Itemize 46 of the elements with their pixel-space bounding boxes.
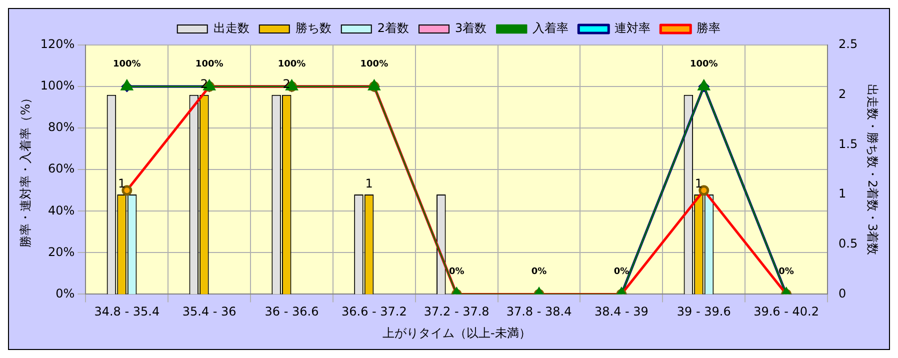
y-tick-label: 100%	[40, 78, 75, 93]
data-label: 0%	[448, 267, 464, 278]
y-tick-label: 120%	[40, 37, 75, 52]
data-label: 100%	[360, 59, 388, 70]
data-label: 2	[200, 76, 208, 91]
y2-tick-label: 2.5	[838, 37, 858, 52]
data-label: 100%	[690, 59, 718, 70]
x-tick-label: 39 - 39.6	[676, 304, 731, 319]
data-label: 0%	[614, 267, 630, 278]
y2-tick-label: 1	[838, 186, 846, 201]
x-tick-label: 37.2 - 37.8	[424, 304, 490, 319]
data-label: 100%	[113, 59, 141, 70]
x-axis-title: 上がりタイム（以上-未満）	[382, 326, 531, 340]
x-tick-label: 34.8 - 35.4	[94, 304, 160, 319]
y2-tick-label: 2	[838, 86, 846, 101]
legend-label: 連対率	[614, 21, 651, 36]
y-tick-label: 20%	[48, 244, 75, 259]
data-label: 1	[694, 176, 703, 191]
data-label: 1	[365, 176, 373, 191]
data-label: 0%	[778, 267, 794, 278]
data-label: 2	[282, 76, 290, 91]
legend-label: 勝ち数	[295, 21, 332, 36]
y-tick-label: 80%	[48, 120, 75, 134]
y-tick-label: 40%	[48, 203, 75, 218]
data-label: 0%	[531, 267, 547, 278]
y2-tick-label: 0	[838, 286, 846, 300]
legend-label: 2着数	[377, 21, 410, 36]
x-tick-label: 36.6 - 37.2	[341, 304, 407, 319]
x-tick-label: 39.6 - 40.2	[754, 304, 820, 319]
data-label: 1	[118, 176, 126, 191]
x-tick-label: 35.4 - 36	[182, 304, 236, 319]
x-tick-label: 38.4 - 39	[594, 304, 648, 319]
y2-tick-label: 1.5	[838, 136, 858, 151]
data-label: 100%	[195, 59, 224, 70]
y-axis-title: 勝率・連対率・入着率（%）	[18, 92, 32, 248]
y2-tick-label: 0.5	[838, 236, 858, 250]
legend-label: 出走数	[213, 21, 250, 36]
x-tick-label: 36 - 36.6	[264, 304, 319, 319]
data-label: 100%	[278, 59, 306, 70]
x-tick-label: 37.8 - 38.4	[506, 304, 572, 319]
y-tick-label: 60%	[48, 162, 75, 176]
legend-label: 入着率	[532, 21, 569, 36]
legend-label: 勝率	[696, 21, 721, 36]
legend-label: 3着数	[455, 21, 487, 36]
y-tick-label: 0%	[56, 286, 75, 300]
y2-axis-title: 出走数・勝ち数・2着数・3着数	[866, 84, 880, 256]
